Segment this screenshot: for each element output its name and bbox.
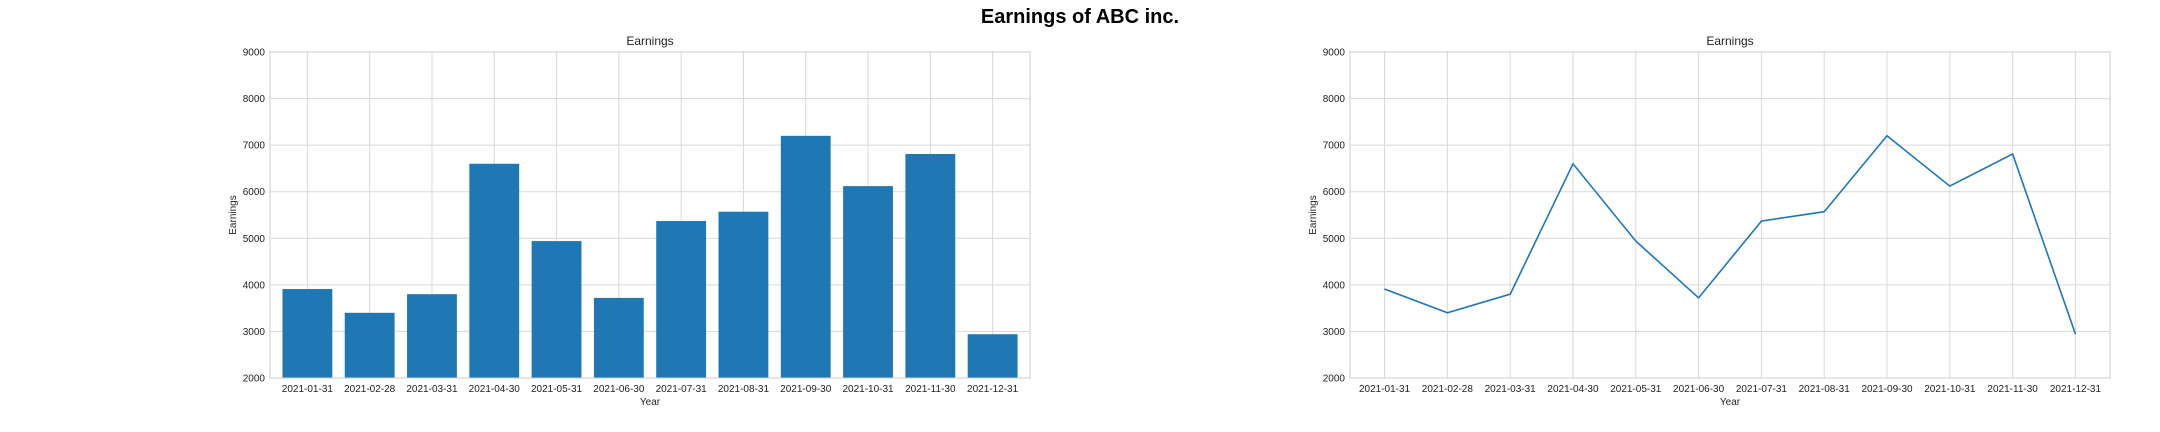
bar xyxy=(531,241,582,378)
x-tick-label: 2021-07-31 xyxy=(1736,384,1788,395)
x-tick-label: 2021-10-31 xyxy=(842,384,894,395)
y-tick-label: 6000 xyxy=(243,187,266,198)
y-tick-label: 9000 xyxy=(243,48,266,59)
x-tick-label: 2021-02-28 xyxy=(344,384,396,395)
x-tick-label: 2021-12-31 xyxy=(2050,384,2102,395)
x-tick-label: 2021-05-31 xyxy=(531,384,583,395)
y-tick-label: 6000 xyxy=(1323,187,1346,198)
bar xyxy=(407,294,457,378)
y-tick-label: 4000 xyxy=(243,280,266,291)
x-tick-label: 2021-07-31 xyxy=(656,384,708,395)
x-tick-label: 2021-04-30 xyxy=(469,384,521,395)
x-tick-label: 2021-08-31 xyxy=(1799,384,1851,395)
bar xyxy=(344,312,395,378)
chart-title: Earnings xyxy=(1706,34,1753,48)
x-tick-label: 2021-11-30 xyxy=(1987,384,2038,395)
x-tick-label: 2021-10-31 xyxy=(1924,384,1976,395)
x-tick-label: 2021-09-30 xyxy=(780,384,832,395)
x-tick-label: 2021-09-30 xyxy=(1861,384,1913,395)
bar xyxy=(967,334,1018,378)
y-axis-label: Earnings xyxy=(1308,195,1319,234)
x-tick-label: 2021-11-30 xyxy=(905,384,956,395)
x-tick-label: 2021-03-31 xyxy=(406,384,458,395)
x-tick-label: 2021-02-28 xyxy=(1422,384,1474,395)
x-tick-label: 2021-04-30 xyxy=(1547,384,1599,395)
x-tick-label: 2021-01-31 xyxy=(1359,384,1411,395)
bar xyxy=(656,221,707,378)
x-tick-label: 2021-08-31 xyxy=(718,384,770,395)
y-tick-label: 8000 xyxy=(243,94,266,105)
y-tick-label: 7000 xyxy=(1323,141,1346,152)
x-tick-label: 2021-03-31 xyxy=(1485,384,1537,395)
x-axis-label: Year xyxy=(640,397,661,408)
x-axis-label: Year xyxy=(1720,397,1741,408)
bar-chart: 2000 3000 4000 5000 6000 7000 8000 9000 2021-01-… xyxy=(228,34,1031,408)
y-axis-label: Earnings xyxy=(228,195,239,234)
y-tick-label: 2000 xyxy=(1323,374,1346,385)
bar xyxy=(718,211,769,378)
plot-frame xyxy=(269,51,1031,379)
y-tick-label: 5000 xyxy=(1323,234,1346,245)
chart-title: Earnings xyxy=(626,34,673,48)
x-tick-label: 2021-06-30 xyxy=(593,384,645,395)
y-tick-label: 9000 xyxy=(1323,48,1346,59)
bar xyxy=(780,135,831,378)
y-tick-label: 3000 xyxy=(243,327,266,338)
x-tick-label: 2021-06-30 xyxy=(1673,384,1725,395)
y-tick-label: 2000 xyxy=(243,374,266,385)
figure-suptitle: Earnings of ABC inc. xyxy=(980,6,1180,28)
x-tick-label: 2021-12-31 xyxy=(967,384,1019,395)
x-tick-label: 2021-01-31 xyxy=(282,384,334,395)
y-tick-label: 5000 xyxy=(243,234,266,245)
y-tick-label: 4000 xyxy=(1323,280,1346,291)
bar xyxy=(905,153,956,378)
y-tick-label: 8000 xyxy=(1323,94,1346,105)
bar xyxy=(593,297,644,378)
series-line xyxy=(1384,134,2077,335)
bar xyxy=(282,289,333,378)
y-tick-label: 7000 xyxy=(243,141,266,152)
bar xyxy=(843,186,893,378)
bar xyxy=(469,163,520,378)
x-tick-label: 2021-05-31 xyxy=(1610,384,1662,395)
line-chart: 2000 3000 4000 5000 6000 7000 8000 9000 2021-01-… xyxy=(1308,34,2111,408)
plot-frame xyxy=(1349,51,2111,379)
y-tick-label: 3000 xyxy=(1323,327,1346,338)
